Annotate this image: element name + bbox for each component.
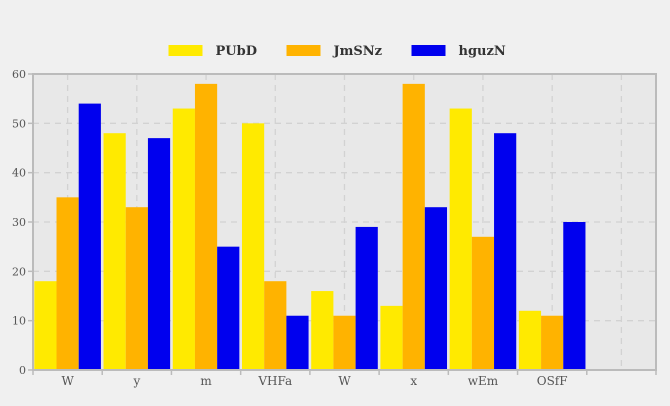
bar-hguzN-1 bbox=[147, 138, 171, 370]
bar-PUbD-7 bbox=[518, 310, 542, 370]
bar-PUbD-1 bbox=[103, 133, 126, 370]
legend-label-PUbD[interactable]: PUbD bbox=[216, 44, 257, 59]
x-category-label: OSfF bbox=[537, 374, 568, 388]
bar-hguzN-5 bbox=[424, 207, 448, 370]
bar-JmSNz-5 bbox=[402, 83, 425, 370]
y-tick-label: 40 bbox=[12, 167, 26, 180]
bar-hguzN-3 bbox=[286, 315, 309, 370]
x-category-label: W bbox=[338, 374, 351, 388]
y-tick-label: 30 bbox=[12, 216, 26, 229]
legend-label-hguzN[interactable]: hguzN bbox=[459, 44, 506, 59]
bar-hguzN-2 bbox=[217, 246, 240, 370]
x-category-label: W bbox=[61, 374, 74, 388]
bar-JmSNz-4 bbox=[333, 315, 356, 370]
y-axis-ticks: 0 10 20 30 40 50 60 bbox=[12, 68, 33, 377]
bar-JmSNz-3 bbox=[264, 281, 287, 370]
bar-PUbD-0 bbox=[34, 281, 57, 370]
x-category-label: wEm bbox=[468, 374, 499, 388]
bar-hguzN-4 bbox=[355, 226, 378, 370]
bar-JmSNz-0 bbox=[56, 197, 79, 370]
bar-hguzN-6 bbox=[494, 133, 517, 370]
x-category-label: m bbox=[200, 374, 212, 388]
y-tick-label: 20 bbox=[12, 265, 26, 278]
legend-swatch-PUbD[interactable] bbox=[168, 45, 203, 56]
x-category-label: x bbox=[410, 374, 417, 388]
bar-JmSNz-2 bbox=[194, 83, 218, 370]
bar-JmSNz-6 bbox=[471, 236, 495, 370]
bar-JmSNz-1 bbox=[125, 207, 148, 370]
bars bbox=[34, 83, 586, 371]
bar-PUbD-6 bbox=[449, 108, 472, 371]
legend-label-JmSNz[interactable]: JmSNz bbox=[333, 44, 383, 59]
x-category-label: y bbox=[132, 374, 140, 388]
y-tick-label: 10 bbox=[12, 315, 26, 328]
x-category-label: VHFa bbox=[257, 374, 292, 388]
legend: PUbD JmSNz hguzN bbox=[168, 44, 506, 59]
bar-PUbD-5 bbox=[380, 305, 403, 370]
bar-PUbD-4 bbox=[311, 291, 334, 370]
legend-swatch-hguzN[interactable] bbox=[411, 45, 446, 56]
y-tick-label: 50 bbox=[12, 117, 26, 130]
bar-PUbD-2 bbox=[172, 108, 195, 371]
legend-swatch-JmSNz[interactable] bbox=[286, 45, 321, 56]
y-tick-label: 0 bbox=[19, 364, 26, 377]
bar-hguzN-7 bbox=[563, 222, 586, 370]
bar-JmSNz-7 bbox=[541, 315, 564, 370]
bar-PUbD-3 bbox=[241, 123, 265, 370]
bar-hguzN-0 bbox=[78, 103, 101, 370]
y-tick-label: 60 bbox=[12, 68, 26, 81]
